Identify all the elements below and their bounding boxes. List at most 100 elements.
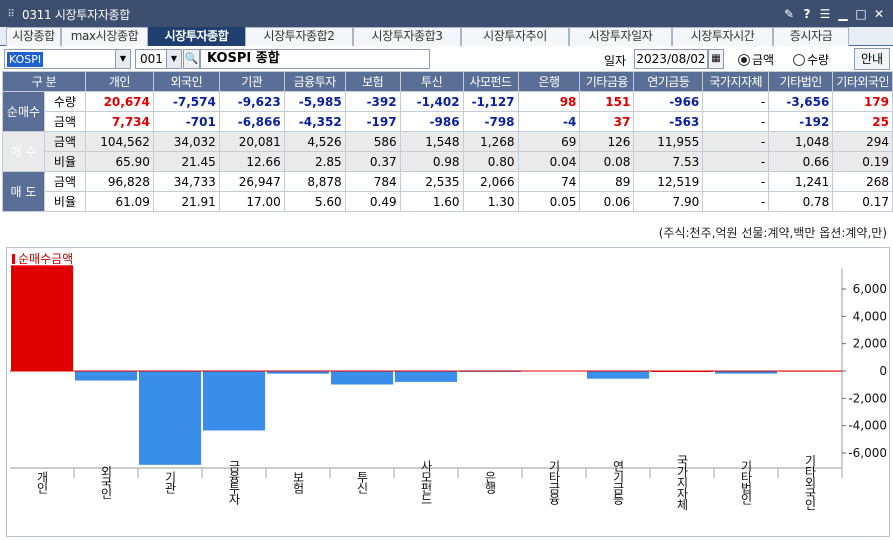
y-tick-label: -4,000 bbox=[848, 419, 887, 433]
pin-icon[interactable]: ✎ bbox=[783, 7, 795, 21]
guide-button[interactable]: 안내 bbox=[854, 48, 890, 70]
x-tick-label: 기타외국인 bbox=[803, 454, 817, 510]
code-select[interactable]: 001 ▼ bbox=[135, 49, 182, 69]
table-cell: 104,562 bbox=[84, 131, 154, 152]
column-header[interactable]: 금융투자 bbox=[283, 71, 346, 92]
code-select-value: 001 bbox=[140, 52, 163, 66]
tab-bar: 시장종합 max시장종합 시장투자종합 시장투자종합2 시장투자종합3 시장투자추이 시장투… bbox=[0, 27, 893, 46]
column-header[interactable]: 연기금등 bbox=[633, 71, 704, 92]
column-header[interactable]: 은행 bbox=[517, 71, 581, 92]
table-cell: 1.60 bbox=[399, 191, 464, 212]
chevron-down-icon[interactable]: ▼ bbox=[166, 50, 181, 68]
y-tick-label: -6,000 bbox=[848, 446, 887, 460]
table-cell: 126 bbox=[579, 131, 635, 152]
investor-table: 구 분 개인 외국인 기관 금융투자 보험 투신 사모펀드 은행 기타금융 연기금등 국가지자체 기타법… bbox=[2, 71, 893, 212]
x-tick-label: 기타금융 bbox=[547, 460, 561, 505]
y-tick-label: 6,000 bbox=[853, 282, 887, 296]
tab-1[interactable]: 시장종합 bbox=[6, 27, 61, 46]
table-cell: 0.08 bbox=[579, 151, 635, 172]
maximize-icon[interactable]: □ bbox=[855, 7, 867, 21]
row-sub-label: 비율 bbox=[43, 151, 86, 172]
x-tick-label: 기타법인 bbox=[739, 460, 753, 505]
legend-swatch bbox=[12, 253, 15, 264]
column-header[interactable]: 기타법인 bbox=[768, 71, 834, 92]
table-cell: 0.19 bbox=[832, 151, 893, 172]
title-bar: ⠿ 0311 시장투자자종합 ✎ ? ☰ ▁ □ ✕ bbox=[0, 0, 893, 28]
y-tick-label: 4,000 bbox=[853, 309, 887, 323]
radio-amount[interactable]: 금액 bbox=[738, 51, 774, 68]
search-icon[interactable]: 🔍 bbox=[183, 49, 200, 69]
column-header[interactable]: 기타외국인 bbox=[832, 71, 893, 92]
chevron-down-icon[interactable]: ▼ bbox=[115, 50, 130, 68]
market-name: KOSPI 종합 bbox=[200, 49, 430, 69]
table-cell: 1,268 bbox=[462, 131, 519, 152]
table-cell: 7.53 bbox=[633, 151, 704, 172]
table-cell: 0.17 bbox=[832, 191, 893, 212]
table-cell: 0.78 bbox=[768, 191, 834, 212]
table-cell: - bbox=[702, 151, 770, 172]
tab-4[interactable]: 시장투자종합2 bbox=[245, 27, 353, 46]
bar-5 bbox=[266, 371, 330, 374]
x-tick-label: 국가지자체 bbox=[675, 455, 689, 511]
x-tick-label: 연기금등 bbox=[611, 460, 625, 505]
row-sub-label: 금액 bbox=[43, 131, 86, 152]
unit-note: (주식:천주,억원 선물:계약,백만 옵션:계약,만) bbox=[658, 226, 887, 240]
table-cell: 21.45 bbox=[152, 151, 220, 172]
x-tick-label: 사모펀드 bbox=[419, 460, 433, 504]
minimize-icon[interactable]: ▁ bbox=[838, 7, 848, 21]
y-tick-label: 2,000 bbox=[853, 337, 887, 351]
bar-1 bbox=[10, 265, 74, 371]
radio-quantity[interactable]: 수량 bbox=[793, 51, 829, 68]
table-cell: 34,733 bbox=[152, 171, 220, 192]
table-row: 비율 61.09 21.91 17.00 5.60 0.49 1.60 1.30 0.05 0.0… bbox=[3, 191, 893, 212]
window-controls: ✎ ? ☰ ▁ □ ✕ bbox=[783, 7, 893, 21]
tab-6[interactable]: 시장투자추이 bbox=[461, 27, 569, 46]
table-cell: 7,734 bbox=[84, 111, 154, 132]
menu-icon[interactable]: ☰ bbox=[819, 7, 831, 21]
radio-quantity-dot[interactable] bbox=[793, 53, 805, 66]
table-cell: 69 bbox=[517, 131, 581, 152]
row-sub-label: 수량 bbox=[43, 91, 86, 112]
table-cell: - bbox=[702, 191, 770, 212]
help-icon[interactable]: ? bbox=[803, 7, 811, 21]
tab-3[interactable]: 시장투자종합 bbox=[148, 27, 245, 46]
table-cell: 34,032 bbox=[152, 131, 220, 152]
bar-4 bbox=[202, 371, 266, 431]
row-group-label: 매 도 bbox=[2, 171, 45, 212]
date-input[interactable]: 2023/08/02 bbox=[634, 49, 708, 69]
tab-2[interactable]: max시장종합 bbox=[61, 27, 148, 46]
table-cell: 0.05 bbox=[517, 191, 581, 212]
table-cell: 0.06 bbox=[579, 191, 635, 212]
x-tick-label: 은행 bbox=[483, 471, 497, 494]
table-cell: 61.09 bbox=[84, 191, 154, 212]
table-cell: 1,241 bbox=[768, 171, 834, 192]
table-row: 매 수 금액 104,562 34,032 20,081 4,526 586 1,548 1,2… bbox=[2, 131, 893, 172]
radio-amount-dot[interactable] bbox=[738, 53, 750, 66]
table-cell: 21.91 bbox=[152, 191, 220, 212]
table-cell: 1,048 bbox=[768, 131, 834, 152]
tab-9[interactable]: 증시자금 bbox=[773, 27, 849, 46]
tab-7[interactable]: 시장투자일자 bbox=[569, 27, 672, 46]
table-cell: 20,674 bbox=[84, 91, 154, 112]
x-tick-label: 외국인 bbox=[99, 465, 113, 499]
close-icon[interactable]: ✕ bbox=[873, 7, 885, 21]
x-tick-label: 금융투자 bbox=[227, 460, 241, 505]
table-row: 매 도 금액 96,828 34,733 26,947 8,878 784 2,535 2,06… bbox=[2, 171, 893, 212]
tab-8[interactable]: 시장투자시간 bbox=[672, 27, 773, 46]
market-select[interactable]: KOSPI ▼ bbox=[4, 49, 131, 69]
tab-5[interactable]: 시장투자종합3 bbox=[353, 27, 461, 46]
window-grip-icon[interactable]: ⠿ bbox=[7, 8, 15, 20]
radio-amount-label: 금액 bbox=[752, 53, 775, 67]
row-sub-label: 금액 bbox=[43, 111, 86, 132]
window-title: 0311 시장투자자종합 bbox=[22, 7, 131, 22]
table-cell: 37 bbox=[579, 111, 635, 132]
column-header[interactable]: 사모펀드 bbox=[462, 71, 519, 92]
table-cell: 65.90 bbox=[84, 151, 154, 172]
column-header[interactable]: 국가지자체 bbox=[702, 71, 770, 92]
bar-3 bbox=[138, 371, 202, 465]
column-header[interactable]: 개인 bbox=[84, 71, 154, 92]
market-select-value: KOSPI bbox=[7, 51, 44, 67]
calendar-icon[interactable]: ▦ bbox=[708, 49, 724, 69]
column-header[interactable]: 보험 bbox=[344, 71, 401, 92]
table-cell: 12,519 bbox=[633, 171, 704, 192]
